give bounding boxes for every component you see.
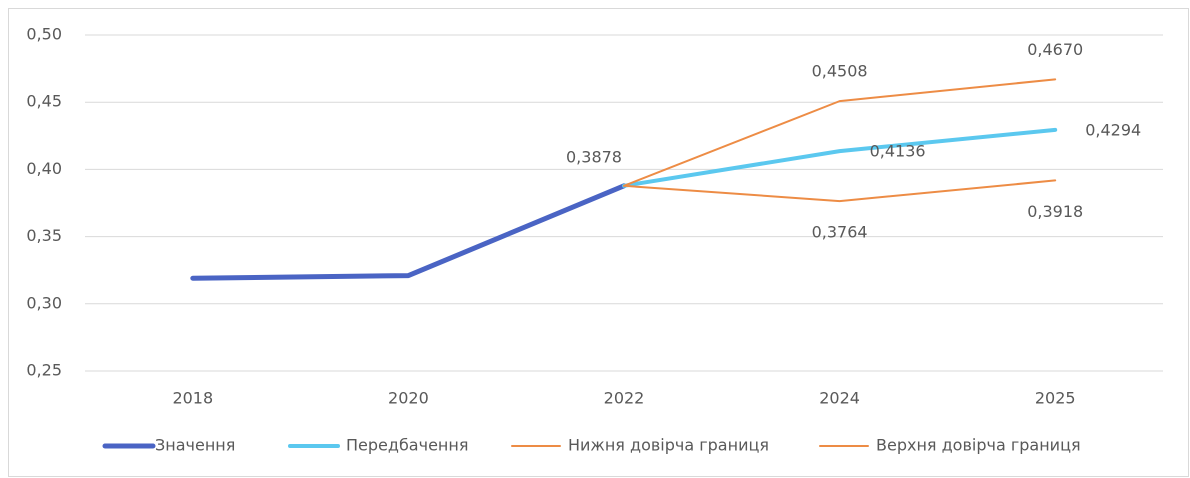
series-line xyxy=(623,179,1057,203)
data-label: 0,4508 xyxy=(812,62,868,81)
legend-label: Верхня довірча границя xyxy=(876,436,1081,455)
data-label: 0,4136 xyxy=(870,142,926,161)
chart-frame xyxy=(8,8,1189,477)
legend-label: Значення xyxy=(155,436,235,455)
y-tick-label: 0,35 xyxy=(26,226,62,245)
y-tick-label: 0,40 xyxy=(26,159,62,178)
y-tick-label: 0,45 xyxy=(26,92,62,111)
data-label: 0,3878 xyxy=(566,147,622,166)
y-tick-label: 0,30 xyxy=(26,293,62,312)
y-tick-label: 0,25 xyxy=(26,361,62,380)
x-tick-label: 2025 xyxy=(1035,389,1076,408)
series-line xyxy=(623,78,1057,187)
legend-label: Передбачення xyxy=(346,436,468,455)
data-label: 0,3918 xyxy=(1027,202,1083,221)
series-line xyxy=(622,127,1058,188)
x-tick-label: 2024 xyxy=(819,389,860,408)
legend-label: Нижня довірча границя xyxy=(568,436,769,455)
data-label: 0,3764 xyxy=(812,223,868,242)
data-label: 0,4670 xyxy=(1027,40,1083,59)
series-line xyxy=(190,183,627,281)
data-label: 0,4294 xyxy=(1085,120,1141,139)
x-tick-label: 2022 xyxy=(604,389,645,408)
x-tick-label: 2018 xyxy=(172,389,213,408)
x-tick-label: 2020 xyxy=(388,389,429,408)
y-tick-label: 0,50 xyxy=(26,25,62,44)
